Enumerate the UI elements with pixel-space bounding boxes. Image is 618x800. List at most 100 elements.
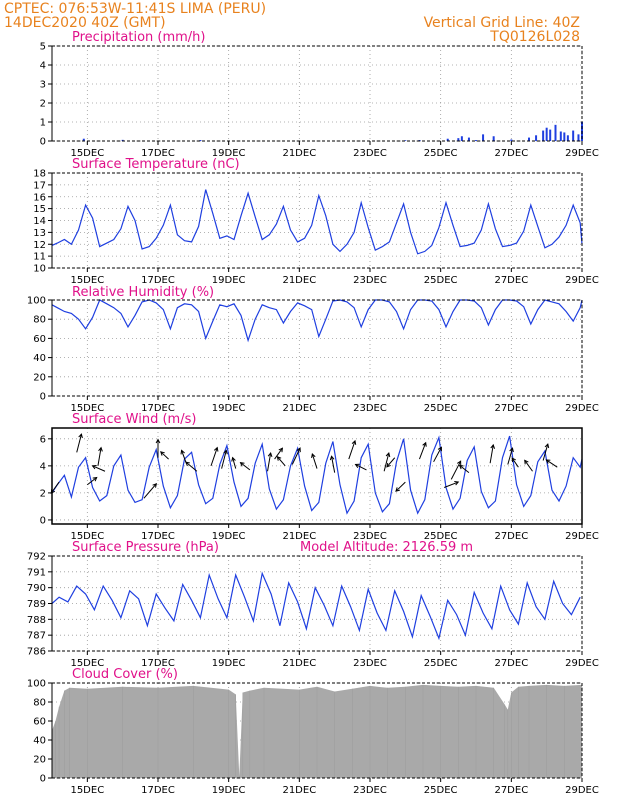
temp-xtick-label: 17DEC bbox=[141, 275, 175, 286]
precip-bar bbox=[535, 135, 538, 141]
pressure-title: Surface Pressure (hPa) bbox=[72, 540, 219, 555]
wind-xtick-label: 19DEC bbox=[212, 531, 246, 542]
temp-xtick-label: 21DEC bbox=[282, 275, 316, 286]
precip-bar bbox=[121, 139, 124, 141]
temp-xtick-label: 27DEC bbox=[494, 275, 528, 286]
wind-arrow-head bbox=[458, 464, 464, 470]
wind-arrow bbox=[542, 443, 549, 461]
wind-arrow-head bbox=[276, 455, 282, 461]
wind-arrow bbox=[97, 447, 102, 466]
temp-xtick-label: 23DEC bbox=[353, 275, 387, 286]
cloud-xtick-label: 15DEC bbox=[70, 785, 104, 796]
cloud-title: Cloud Cover (%) bbox=[72, 667, 178, 682]
wind-ytick-label: 2 bbox=[40, 488, 46, 499]
humidity-xtick-label: 27DEC bbox=[494, 403, 528, 414]
wind-arrow-head bbox=[92, 476, 98, 482]
humidity-series-line bbox=[51, 299, 583, 343]
precip-xtick-label: 29DEC bbox=[565, 148, 599, 159]
wind-arrow bbox=[386, 457, 396, 468]
wind-arrow bbox=[277, 456, 286, 467]
wind-arrow bbox=[232, 457, 237, 469]
humidity-xtick-label: 23DEC bbox=[353, 403, 387, 414]
wind-arrow-head bbox=[354, 463, 360, 469]
wind-arrow bbox=[444, 481, 459, 488]
cloud-xtick-label: 19DEC bbox=[212, 785, 246, 796]
precip-xtick-label: 21DEC bbox=[282, 148, 316, 159]
cloud-xtick-label: 17DEC bbox=[141, 785, 175, 796]
wind-arrow-head bbox=[223, 449, 228, 455]
humidity-xtick-label: 25DEC bbox=[424, 403, 458, 414]
wind-arrow bbox=[185, 461, 198, 472]
precip-bar bbox=[199, 140, 202, 141]
temp-ytick-label: 10 bbox=[33, 264, 46, 275]
humidity-xtick-label: 29DEC bbox=[565, 403, 599, 414]
temp-xtick-label: 19DEC bbox=[212, 275, 246, 286]
temp-ytick-label: 14 bbox=[33, 216, 46, 227]
cloud-ytick-label: 20 bbox=[33, 755, 46, 766]
temp-ytick-label: 16 bbox=[33, 192, 46, 203]
precip-xtick-label: 19DEC bbox=[212, 148, 246, 159]
wind-ytick-label: 0 bbox=[40, 515, 46, 526]
wind-arrow bbox=[311, 453, 318, 469]
precip-ytick-label: 5 bbox=[40, 42, 46, 53]
wind-arrow bbox=[489, 444, 494, 464]
precip-xtick-label: 15DEC bbox=[70, 148, 104, 159]
precip-ytick-label: 2 bbox=[40, 99, 46, 110]
pressure-xtick-label: 25DEC bbox=[424, 658, 458, 669]
humidity-ytick-label: 40 bbox=[33, 353, 46, 364]
pressure-xtick-label: 17DEC bbox=[141, 658, 175, 669]
precip-title: Precipitation (mm/h) bbox=[72, 30, 205, 45]
wind-series-line bbox=[51, 435, 583, 515]
cloud-ytick-label: 80 bbox=[33, 698, 46, 709]
header-grid-line: Vertical Grid Line: 40Z bbox=[424, 15, 580, 31]
cloud-xtick-label: 25DEC bbox=[424, 785, 458, 796]
wind-arrow-head bbox=[296, 447, 301, 453]
precip-xtick-label: 27DEC bbox=[494, 148, 528, 159]
temp-xtick-label: 15DEC bbox=[70, 275, 104, 286]
header-model-code: TQ0126L028 bbox=[489, 29, 580, 45]
pressure-xtick-label: 23DEC bbox=[353, 658, 387, 669]
wind-arrow bbox=[459, 464, 470, 474]
precip-bar bbox=[457, 138, 460, 141]
temp-ytick-label: 12 bbox=[33, 240, 46, 251]
pressure-ytick-label: 787 bbox=[27, 631, 46, 642]
wind-arrow bbox=[524, 460, 533, 472]
pressure-series-line bbox=[51, 571, 581, 641]
wind-arrow bbox=[291, 447, 301, 465]
humidity-title: Relative Humidity (%) bbox=[72, 285, 214, 300]
wind-arrow bbox=[267, 452, 272, 472]
wind-arrow bbox=[181, 450, 187, 464]
pressure-ytick-label: 788 bbox=[27, 615, 46, 626]
wind-arrow bbox=[418, 442, 427, 460]
wind-arrow bbox=[511, 457, 519, 468]
precip-xtick-label: 25DEC bbox=[424, 148, 458, 159]
temp-xtick-label: 25DEC bbox=[424, 275, 458, 286]
temp-series-line bbox=[51, 189, 583, 255]
wind-arrow-head bbox=[78, 433, 83, 439]
precip-bar bbox=[446, 138, 449, 141]
wind-arrow bbox=[331, 456, 336, 473]
pressure-ytick-label: 789 bbox=[27, 599, 46, 610]
precip-bar bbox=[549, 129, 552, 141]
wind-ytick-label: 6 bbox=[40, 434, 46, 445]
wind-arrow bbox=[395, 481, 406, 492]
pressure-ytick-label: 790 bbox=[27, 583, 46, 594]
wind-arrow-head bbox=[267, 452, 273, 458]
pressure-ytick-label: 792 bbox=[27, 552, 46, 563]
wind-arrow-head bbox=[185, 461, 190, 467]
precip-bar bbox=[492, 136, 495, 141]
humidity-xtick-label: 17DEC bbox=[141, 403, 175, 414]
precip-xtick-label: 17DEC bbox=[141, 148, 175, 159]
precip-ytick-label: 0 bbox=[40, 137, 46, 148]
wind-xtick-label: 15DEC bbox=[70, 531, 104, 542]
humidity-ytick-label: 20 bbox=[33, 372, 46, 383]
precip-bar bbox=[563, 132, 566, 141]
precip-bar bbox=[528, 137, 530, 141]
wind-arrow bbox=[210, 447, 218, 467]
humidity-xtick-label: 21DEC bbox=[282, 403, 316, 414]
wind-arrow bbox=[274, 447, 283, 460]
wind-title: Surface Wind (m/s) bbox=[72, 412, 196, 427]
wind-frame bbox=[51, 427, 583, 525]
temp-xtick-label: 29DEC bbox=[565, 275, 599, 286]
